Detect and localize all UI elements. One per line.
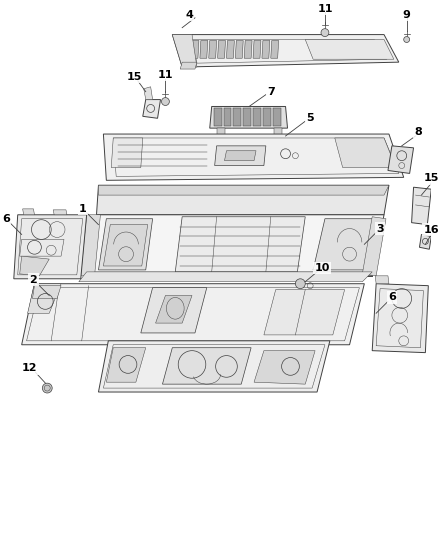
Text: 6: 6 <box>388 293 396 303</box>
Text: 12: 12 <box>22 364 37 374</box>
Polygon shape <box>262 41 270 58</box>
Polygon shape <box>335 138 396 167</box>
Polygon shape <box>99 219 152 270</box>
Polygon shape <box>180 62 197 69</box>
Circle shape <box>162 98 170 106</box>
Polygon shape <box>243 108 251 126</box>
Polygon shape <box>271 41 279 58</box>
Polygon shape <box>305 39 394 59</box>
Text: 8: 8 <box>415 127 422 137</box>
Text: 11: 11 <box>158 70 173 80</box>
Polygon shape <box>210 107 287 128</box>
Text: 15: 15 <box>126 72 141 82</box>
Text: 16: 16 <box>424 224 438 235</box>
Polygon shape <box>21 284 364 345</box>
Polygon shape <box>175 217 305 272</box>
Polygon shape <box>103 134 404 180</box>
Polygon shape <box>155 295 192 323</box>
Polygon shape <box>191 41 199 58</box>
Polygon shape <box>99 341 330 392</box>
Polygon shape <box>226 41 234 58</box>
Polygon shape <box>264 289 345 335</box>
Polygon shape <box>143 100 160 118</box>
Polygon shape <box>375 276 389 284</box>
Polygon shape <box>96 185 389 215</box>
Polygon shape <box>172 35 399 67</box>
Polygon shape <box>81 215 100 276</box>
Polygon shape <box>420 235 431 249</box>
Polygon shape <box>32 286 61 298</box>
Text: 15: 15 <box>424 173 438 183</box>
Polygon shape <box>254 351 315 384</box>
Text: 5: 5 <box>306 114 314 123</box>
Polygon shape <box>233 108 241 126</box>
Polygon shape <box>14 215 87 279</box>
Text: 4: 4 <box>185 10 193 20</box>
Polygon shape <box>99 185 389 195</box>
Text: 2: 2 <box>30 275 37 285</box>
Polygon shape <box>20 256 49 276</box>
Polygon shape <box>162 348 251 384</box>
Polygon shape <box>23 209 35 215</box>
Polygon shape <box>106 348 146 382</box>
Polygon shape <box>253 108 261 126</box>
Polygon shape <box>263 108 271 126</box>
Polygon shape <box>144 87 152 100</box>
Text: 7: 7 <box>267 87 275 96</box>
Polygon shape <box>215 146 266 166</box>
Polygon shape <box>235 41 243 58</box>
Polygon shape <box>362 217 386 276</box>
Polygon shape <box>218 41 226 58</box>
Circle shape <box>42 383 52 393</box>
Circle shape <box>404 37 410 43</box>
Polygon shape <box>273 108 281 126</box>
Text: 3: 3 <box>376 223 384 233</box>
Text: 1: 1 <box>79 204 87 214</box>
Polygon shape <box>209 41 217 58</box>
Text: 11: 11 <box>317 4 333 14</box>
Polygon shape <box>214 108 222 126</box>
Circle shape <box>295 279 305 289</box>
Polygon shape <box>225 151 256 160</box>
Polygon shape <box>111 138 143 167</box>
Polygon shape <box>200 41 208 58</box>
Polygon shape <box>217 128 225 138</box>
Polygon shape <box>172 35 197 67</box>
Polygon shape <box>274 128 282 138</box>
Polygon shape <box>253 41 261 58</box>
Polygon shape <box>141 288 207 333</box>
Circle shape <box>321 29 329 37</box>
Polygon shape <box>372 284 428 353</box>
Polygon shape <box>79 272 372 282</box>
Polygon shape <box>28 284 61 313</box>
Text: 6: 6 <box>2 214 10 224</box>
Polygon shape <box>412 187 431 224</box>
Polygon shape <box>388 146 413 173</box>
Text: 9: 9 <box>403 10 410 20</box>
Polygon shape <box>87 215 384 276</box>
Polygon shape <box>244 41 252 58</box>
Polygon shape <box>313 219 379 270</box>
Polygon shape <box>103 224 148 266</box>
Polygon shape <box>53 210 67 215</box>
Text: 10: 10 <box>314 263 330 273</box>
Polygon shape <box>223 108 231 126</box>
